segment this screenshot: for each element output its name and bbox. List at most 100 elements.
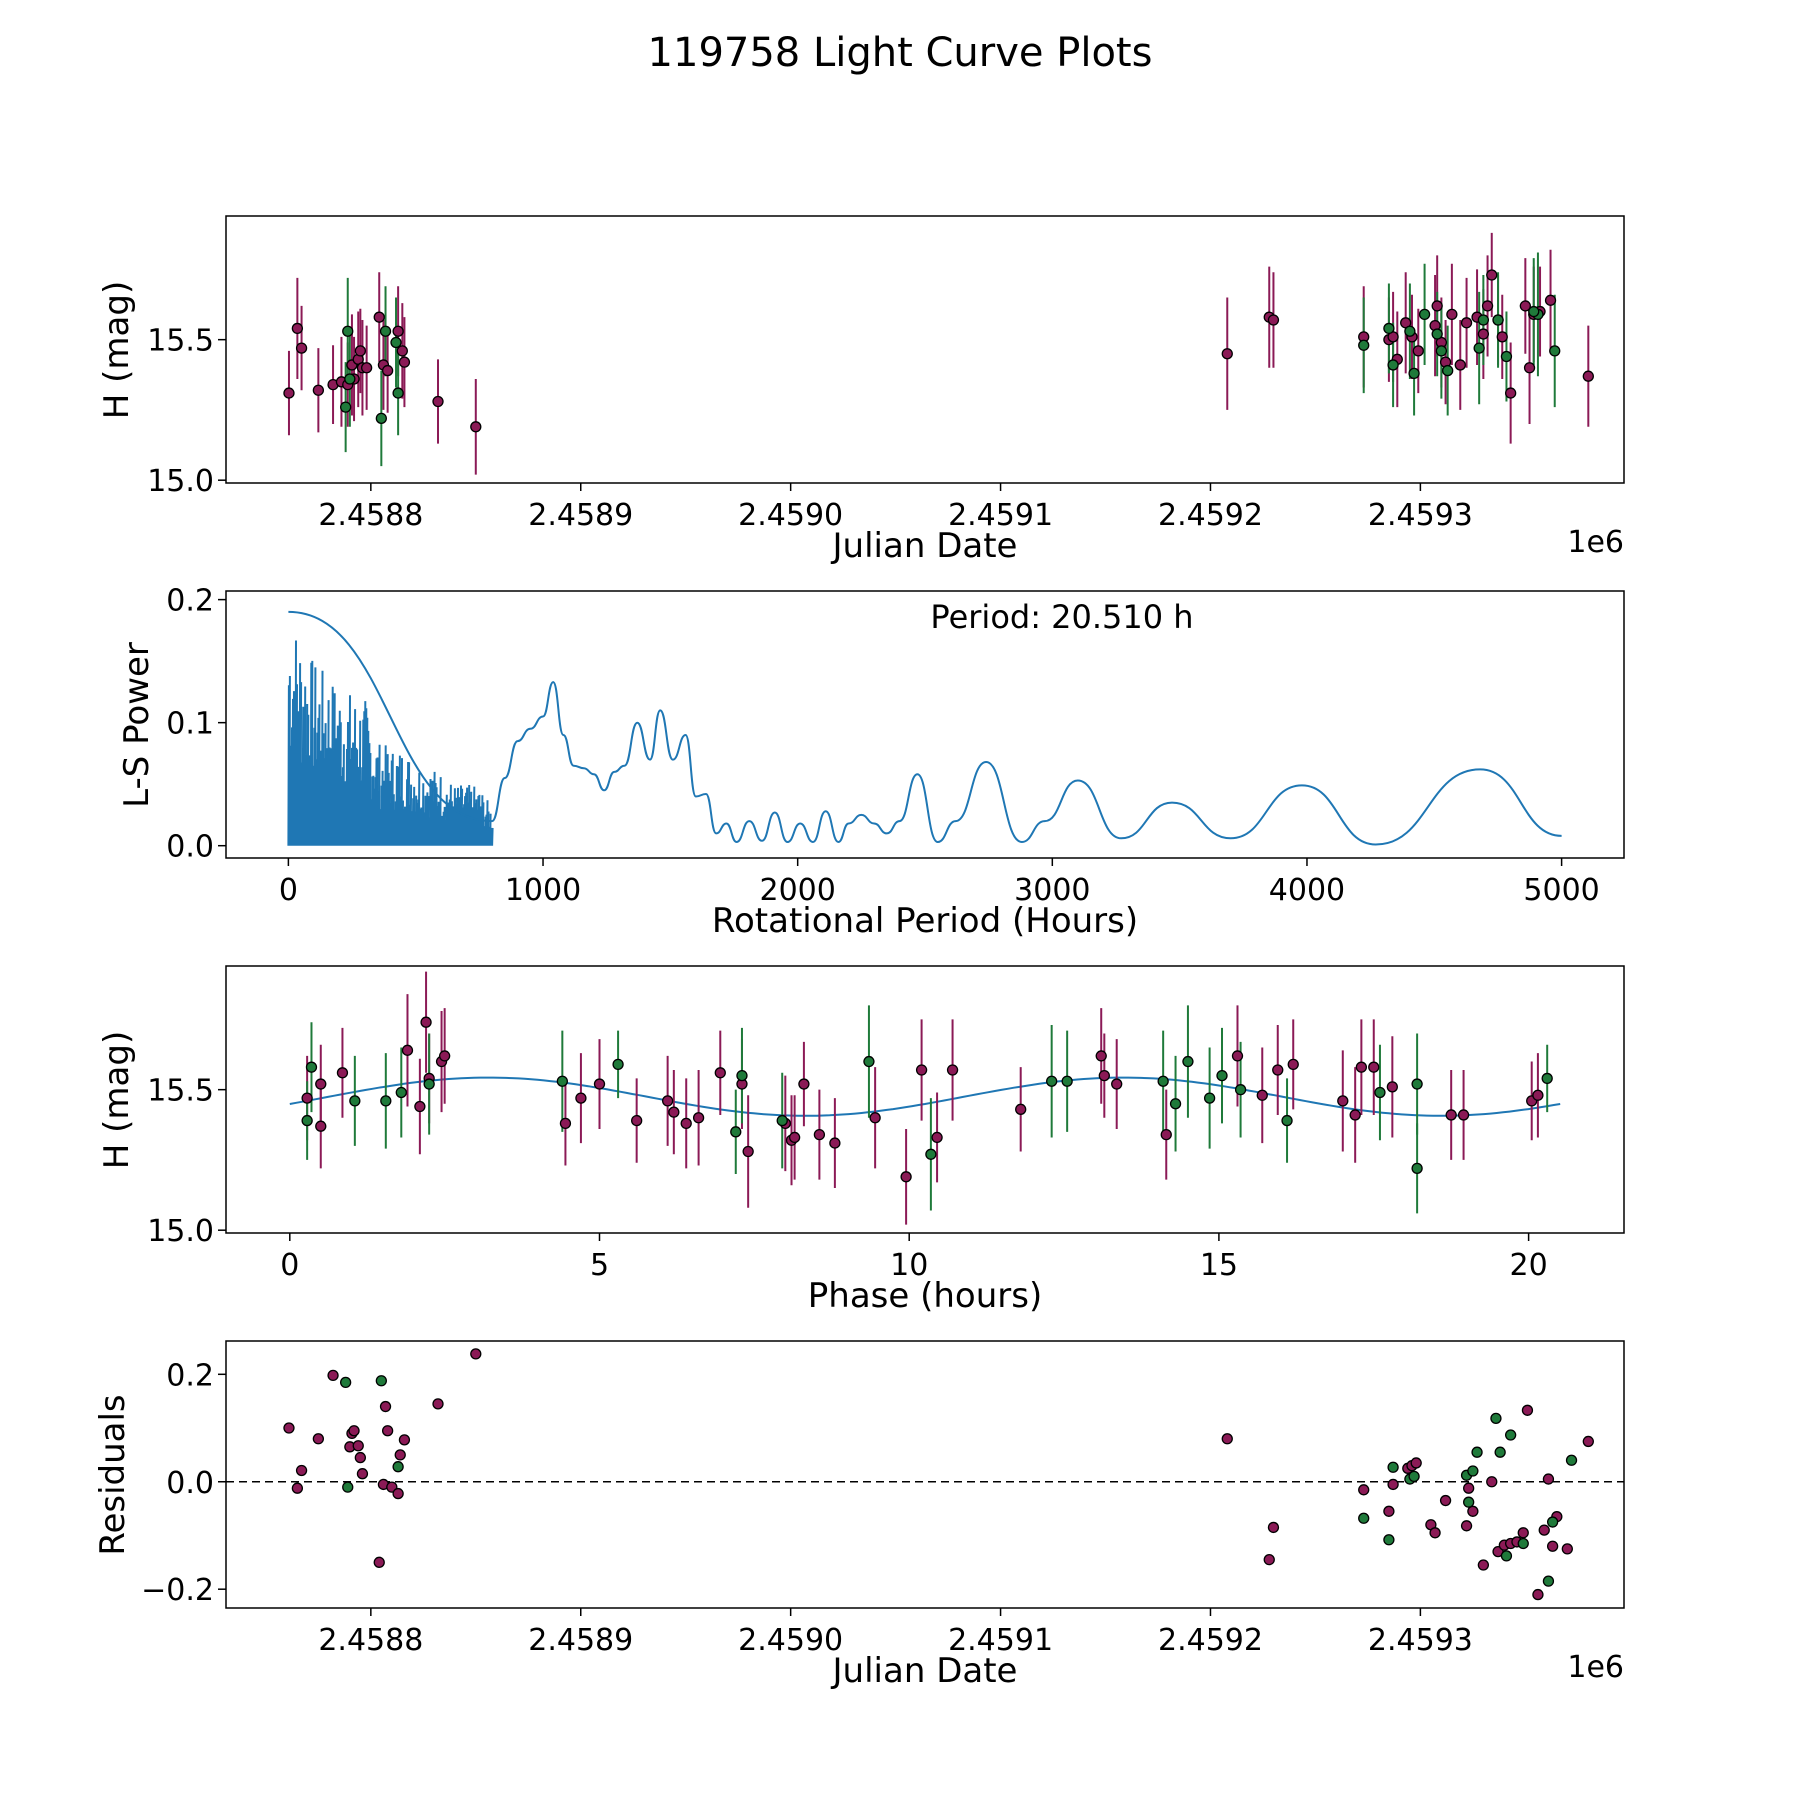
panel-phase: 0 5 10 15 20 15.0 15.5 Phase (hours) H (mag) <box>97 965 1625 1316</box>
filter-green-point <box>1565 1454 1578 1466</box>
filter-magenta-point <box>414 1100 426 1113</box>
filter-magenta-point <box>291 1482 304 1494</box>
residuals-ylabel: Residuals <box>93 1394 133 1555</box>
filter-magenta-point <box>1368 1061 1380 1073</box>
filter-green-point <box>1169 1098 1182 1110</box>
filter-magenta-point <box>1519 300 1531 312</box>
filter-magenta-point <box>1383 1505 1395 1517</box>
filter-magenta-point <box>327 1369 339 1382</box>
filter-magenta-point <box>1111 1078 1123 1090</box>
filter-green-point <box>1046 1075 1058 1087</box>
filter-magenta-point <box>1486 269 1498 281</box>
filter-green-point <box>1404 325 1416 337</box>
filter-magenta-point <box>360 362 373 374</box>
phase-xlabel: Phase (hours) <box>808 1276 1042 1316</box>
filter-green-point <box>1411 1078 1423 1090</box>
filter-green-point <box>395 1086 407 1099</box>
filter-green-point <box>339 401 352 413</box>
filter-green-point <box>1541 1072 1553 1085</box>
filter-green-point <box>344 373 356 385</box>
filter-magenta-point <box>1486 1476 1498 1488</box>
filter-magenta-point <box>1446 308 1458 321</box>
filter-green-point <box>1500 1550 1513 1562</box>
filter-magenta-point <box>692 1112 705 1124</box>
filter-green-point <box>380 1095 392 1107</box>
filter-green-point <box>379 325 392 337</box>
filter-green-point <box>342 1481 354 1493</box>
filter-magenta-point <box>680 1117 692 1130</box>
filter-magenta-point <box>869 1112 881 1124</box>
residuals-xtick-label: 2.4590 <box>738 1623 843 1658</box>
filter-green-point <box>423 1078 435 1090</box>
filter-green-point <box>1471 1446 1483 1458</box>
filter-magenta-point <box>915 1064 928 1076</box>
filter-magenta-point <box>1410 1457 1422 1469</box>
filter-magenta-point <box>1532 1089 1544 1101</box>
filter-magenta-point <box>1477 1559 1490 1571</box>
filter-green-point <box>1549 345 1561 357</box>
filter-green-point <box>1387 1461 1399 1473</box>
filter-green-point <box>1383 1534 1395 1546</box>
filter-green-point <box>1374 1086 1386 1099</box>
filter-magenta-point <box>813 1128 826 1141</box>
filter-magenta-point <box>788 1131 801 1144</box>
periodogram-ylabel: L-S Power <box>117 642 157 808</box>
filter-magenta-point <box>1231 1050 1244 1062</box>
panel-lightcurve: 2.4588 2.4589 2.4590 2.4591 2.4592 2.4593 15.0… <box>97 215 1625 566</box>
filter-green-point <box>1442 364 1454 377</box>
filter-magenta-point <box>631 1114 643 1127</box>
phase-xtick-label: 10 <box>890 1248 928 1283</box>
filter-green-point <box>1542 1575 1555 1587</box>
filter-magenta-point <box>593 1078 606 1090</box>
filter-magenta-point <box>432 1398 444 1410</box>
figure-title: 119758 Light Curve Plots <box>648 30 1153 76</box>
filter-green-point <box>1517 1537 1529 1550</box>
filter-magenta-point <box>1256 1089 1268 1101</box>
lightcurve-xtick-label: 2.4588 <box>318 498 423 533</box>
periodogram-xtick-label: 1000 <box>505 873 581 908</box>
filter-magenta-point <box>398 356 411 368</box>
filter-green-point <box>1467 1465 1479 1477</box>
filter-magenta-point <box>559 1117 572 1130</box>
filter-green-point <box>776 1114 788 1127</box>
filter-magenta-point <box>356 1468 369 1480</box>
filter-green-point <box>1383 322 1395 335</box>
filter-magenta-point <box>1460 317 1473 329</box>
lightcurve-xlabel: Julian Date <box>831 526 1018 566</box>
residuals-ytick-label: 0.2 <box>166 1358 214 1393</box>
filter-magenta-point <box>1477 328 1490 340</box>
filter-green-point <box>1157 1075 1169 1087</box>
filter-magenta-point <box>1267 314 1280 326</box>
periodogram-ytick-label: 0.2 <box>166 584 214 619</box>
filter-green-point <box>1477 314 1490 326</box>
filter-magenta-point <box>354 1451 366 1464</box>
filter-magenta-point <box>1504 387 1517 399</box>
filter-green-point <box>1492 314 1504 326</box>
phase-ylabel: H (mag) <box>97 1031 137 1169</box>
filter-green-point <box>1494 1446 1506 1458</box>
filter-green-point <box>305 1061 318 1073</box>
axes-frame-residuals <box>225 1340 1625 1609</box>
filter-green-point <box>1411 1162 1423 1175</box>
filter-green-point <box>301 1114 313 1127</box>
filter-magenta-point <box>373 1556 385 1568</box>
filter-magenta-point <box>401 1044 414 1056</box>
filter-green-point <box>1435 345 1448 357</box>
lightcurve-ytick-label: 15.5 <box>147 324 214 359</box>
periodogram-xtick-label: 0 <box>279 873 298 908</box>
filter-magenta-point <box>1481 300 1494 312</box>
filter-magenta-point <box>315 1078 327 1090</box>
filter-magenta-point <box>1546 1540 1559 1552</box>
filter-magenta-point <box>1496 331 1508 343</box>
filter-magenta-point <box>1355 1061 1368 1073</box>
filter-magenta-point <box>1431 300 1443 312</box>
periodogram-plot-area <box>287 610 1562 846</box>
filter-magenta-point <box>295 1464 308 1477</box>
filter-green-point <box>1504 1429 1517 1441</box>
filter-magenta-point <box>394 1449 406 1461</box>
filter-magenta-point <box>1582 1435 1594 1448</box>
filter-green-point <box>1418 308 1431 321</box>
filter-magenta-point <box>1358 1484 1370 1496</box>
phase-marks <box>289 971 1561 1225</box>
periodogram-xtick-label: 2000 <box>759 873 835 908</box>
